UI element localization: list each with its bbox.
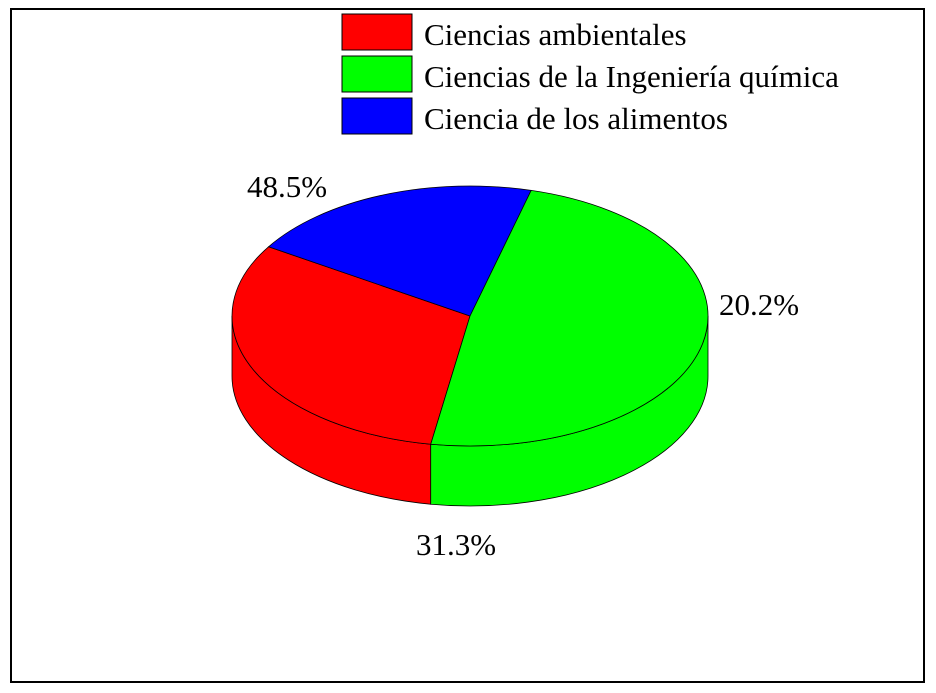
legend-swatch-0 — [341, 13, 413, 51]
data-label-1: 48.5% — [247, 169, 327, 204]
legend-label-0: Ciencias ambientales — [424, 17, 687, 52]
pie-slice-1 — [430, 189, 709, 447]
percentage-labels: 31.3% 48.5% 20.2% — [247, 169, 799, 562]
data-label-2: 20.2% — [719, 287, 799, 322]
legend: Ciencias ambientales Ciencias de la Inge… — [341, 13, 839, 136]
legend-swatch-2 — [341, 97, 413, 135]
data-label-0: 31.3% — [416, 527, 496, 562]
pie-slice-0 — [231, 246, 471, 445]
pie-slice-2 — [267, 185, 532, 317]
legend-label-2: Ciencia de los alimentos — [424, 101, 728, 136]
legend-swatch-1 — [341, 55, 413, 93]
legend-label-1: Ciencias de la Ingeniería química — [424, 59, 839, 94]
pie-body — [231, 185, 709, 507]
